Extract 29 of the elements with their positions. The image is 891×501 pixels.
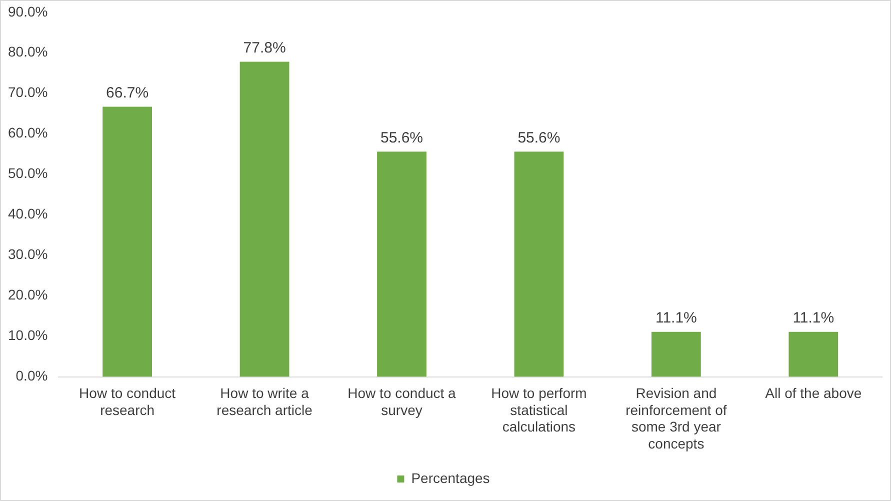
y-tick-label: 50.0% (8, 165, 48, 182)
y-tick-label: 80.0% (8, 44, 48, 60)
data-label: 77.8% (243, 39, 286, 56)
x-tick-label: How to conduct a survey (348, 385, 456, 418)
bar (102, 106, 152, 377)
x-tick-label: How to write a research article (216, 385, 313, 418)
data-label: 11.1% (655, 310, 697, 326)
data-label: 11.1% (792, 310, 834, 326)
bar (377, 152, 426, 377)
bar (240, 62, 290, 377)
bar (651, 332, 701, 377)
x-tick-label: How to perform statistical calculations (491, 385, 587, 435)
data-label: 55.6% (518, 129, 560, 146)
x-tick-label: How to conduct research (79, 385, 176, 418)
y-tick-label: 90.0% (8, 3, 48, 20)
bar (514, 152, 564, 377)
data-label: 66.7% (106, 84, 149, 102)
y-tick-label: 60.0% (8, 124, 48, 141)
y-tick-label: 30.0% (8, 246, 48, 262)
x-tick-label: Revision and reinforcement of some 3rd year concepts (626, 385, 727, 452)
y-tick-label: 70.0% (8, 84, 48, 100)
legend-label: Percentages (411, 470, 490, 486)
y-tick-label: 10.0% (8, 327, 48, 344)
data-label: 55.6% (380, 129, 424, 146)
y-tick-label: 20.0% (8, 286, 48, 303)
bar (788, 332, 838, 377)
x-tick-label: All of the above (765, 385, 862, 402)
y-tick-label: 0.0% (16, 368, 48, 384)
y-tick-label: 40.0% (8, 206, 48, 222)
